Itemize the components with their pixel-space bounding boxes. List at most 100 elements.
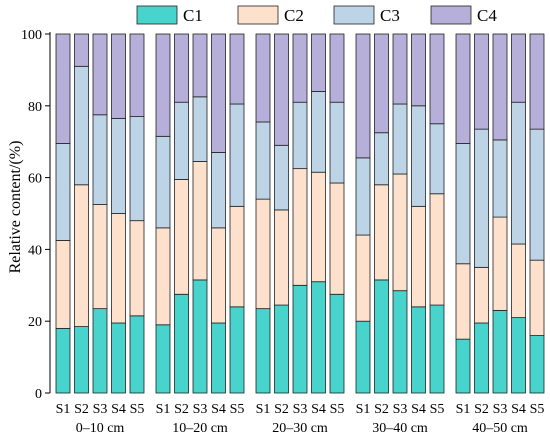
bar-segment-c4 bbox=[411, 33, 426, 107]
bar-segment-c1 bbox=[392, 290, 408, 394]
bar-segment-c3 bbox=[511, 101, 526, 245]
bar-segment-c4 bbox=[274, 33, 289, 146]
bar-segment-c3 bbox=[411, 105, 426, 207]
bar-segment-c1 bbox=[455, 338, 471, 394]
legend-swatch-c1 bbox=[136, 5, 178, 25]
bar-segment-c1 bbox=[92, 308, 108, 394]
bar-segment-c4 bbox=[355, 33, 371, 159]
bar-segment-c4 bbox=[511, 33, 526, 103]
bar-segment-c4 bbox=[92, 33, 108, 116]
bar-segment-c1 bbox=[492, 310, 508, 394]
y-tick-label: 60 bbox=[28, 172, 42, 187]
bar-segment-c1 bbox=[311, 281, 326, 394]
x-sample-label: S1 bbox=[356, 402, 371, 417]
bar-segment-c2 bbox=[411, 205, 426, 308]
x-group-label: 20–30 cm bbox=[272, 421, 328, 436]
x-sample-label: S2 bbox=[74, 402, 89, 417]
bar-segment-c1 bbox=[174, 293, 189, 394]
bar-segment-c3 bbox=[529, 128, 545, 261]
x-group-label: 40–50 cm bbox=[472, 421, 528, 436]
bar-segment-c1 bbox=[529, 335, 545, 394]
bar-segment-c2 bbox=[192, 161, 208, 281]
x-sample-label: S3 bbox=[493, 402, 508, 417]
bar-segment-c2 bbox=[211, 227, 226, 324]
x-sample-label: S3 bbox=[393, 402, 408, 417]
bar-segment-c3 bbox=[255, 121, 271, 200]
bar-segment-c3 bbox=[355, 157, 371, 236]
bar-segment-c1 bbox=[511, 317, 526, 394]
bar-segment-c4 bbox=[455, 33, 471, 144]
bar-segment-c2 bbox=[155, 227, 171, 326]
bar-segment-c3 bbox=[192, 96, 208, 162]
bars bbox=[55, 33, 545, 394]
bar-segment-c3 bbox=[155, 135, 171, 229]
bar-segment-c1 bbox=[292, 284, 308, 394]
bar-segment-c3 bbox=[492, 139, 508, 218]
y-tick-label: 40 bbox=[28, 243, 42, 258]
x-group-label: 30–40 cm bbox=[372, 421, 428, 436]
bar-segment-c4 bbox=[174, 33, 189, 103]
x-sample-label: S2 bbox=[374, 402, 389, 417]
bar-segment-c2 bbox=[274, 209, 289, 306]
bar-segment-c4 bbox=[74, 33, 89, 67]
legend: C1 C2 C3 C4 bbox=[136, 5, 497, 25]
bar-segment-c2 bbox=[55, 240, 71, 329]
bar-segment-c3 bbox=[174, 101, 189, 180]
bar-segment-c3 bbox=[92, 114, 108, 205]
bar-segment-c3 bbox=[211, 152, 226, 229]
bar-segment-c1 bbox=[474, 322, 489, 394]
bar-segment-c4 bbox=[392, 33, 408, 105]
bar-segment-c2 bbox=[511, 243, 526, 319]
bar-segment-c2 bbox=[455, 263, 471, 340]
bar-segment-c3 bbox=[311, 91, 326, 173]
bar-segment-c1 bbox=[74, 326, 89, 394]
x-sample-label: S1 bbox=[456, 402, 471, 417]
x-sample-label: S5 bbox=[430, 402, 445, 417]
bar-segment-c4 bbox=[474, 33, 489, 130]
bar-segment-c4 bbox=[374, 33, 389, 134]
bar-segment-c4 bbox=[55, 33, 71, 144]
bar-segment-c2 bbox=[374, 184, 389, 281]
bar-segment-c2 bbox=[292, 168, 308, 286]
bar-segment-c3 bbox=[292, 101, 308, 170]
x-sample-label: S4 bbox=[311, 402, 326, 417]
bar-segment-c4 bbox=[492, 33, 508, 141]
bar-group bbox=[255, 33, 345, 394]
x-sample-label: S1 bbox=[256, 402, 271, 417]
bar-segment-c2 bbox=[529, 259, 545, 336]
x-sample-label: S3 bbox=[193, 402, 208, 417]
bar-segment-c2 bbox=[355, 234, 371, 322]
bar-segment-c1 bbox=[192, 279, 208, 394]
bar-segment-c3 bbox=[74, 65, 89, 186]
x-sample-label: S5 bbox=[230, 402, 245, 417]
bar-segment-c2 bbox=[92, 204, 108, 310]
bar-segment-c4 bbox=[211, 33, 226, 153]
legend-label-c2: C2 bbox=[284, 6, 304, 25]
bar-segment-c1 bbox=[229, 306, 245, 394]
bar-segment-c1 bbox=[129, 315, 145, 394]
bar-segment-c1 bbox=[429, 304, 445, 394]
bar-segment-c2 bbox=[174, 178, 189, 295]
bar-segment-c1 bbox=[255, 308, 271, 394]
bar-segment-c2 bbox=[492, 216, 508, 311]
bar-group bbox=[55, 33, 145, 394]
bar-segment-c3 bbox=[429, 123, 445, 195]
bar-segment-c3 bbox=[129, 116, 145, 222]
x-sample-label: S2 bbox=[274, 402, 289, 417]
x-sample-label: S4 bbox=[111, 402, 126, 417]
legend-swatch-c3 bbox=[333, 5, 375, 25]
bar-segment-c1 bbox=[374, 279, 389, 394]
x-sample-label: S5 bbox=[330, 402, 345, 417]
y-axis: 0 20 40 60 80 100 bbox=[21, 28, 51, 402]
bar-segment-c4 bbox=[292, 33, 308, 103]
bar-segment-c2 bbox=[311, 171, 326, 283]
bar-segment-c3 bbox=[329, 101, 345, 184]
bar-segment-c1 bbox=[211, 322, 226, 394]
x-sample-label: S4 bbox=[511, 402, 526, 417]
bar-segment-c4 bbox=[529, 33, 545, 130]
x-sample-label: S1 bbox=[156, 402, 171, 417]
x-group-label: 10–20 cm bbox=[172, 421, 228, 436]
bar-segment-c3 bbox=[392, 103, 408, 175]
bar-segment-c2 bbox=[129, 220, 145, 317]
x-sample-label: S2 bbox=[474, 402, 489, 417]
